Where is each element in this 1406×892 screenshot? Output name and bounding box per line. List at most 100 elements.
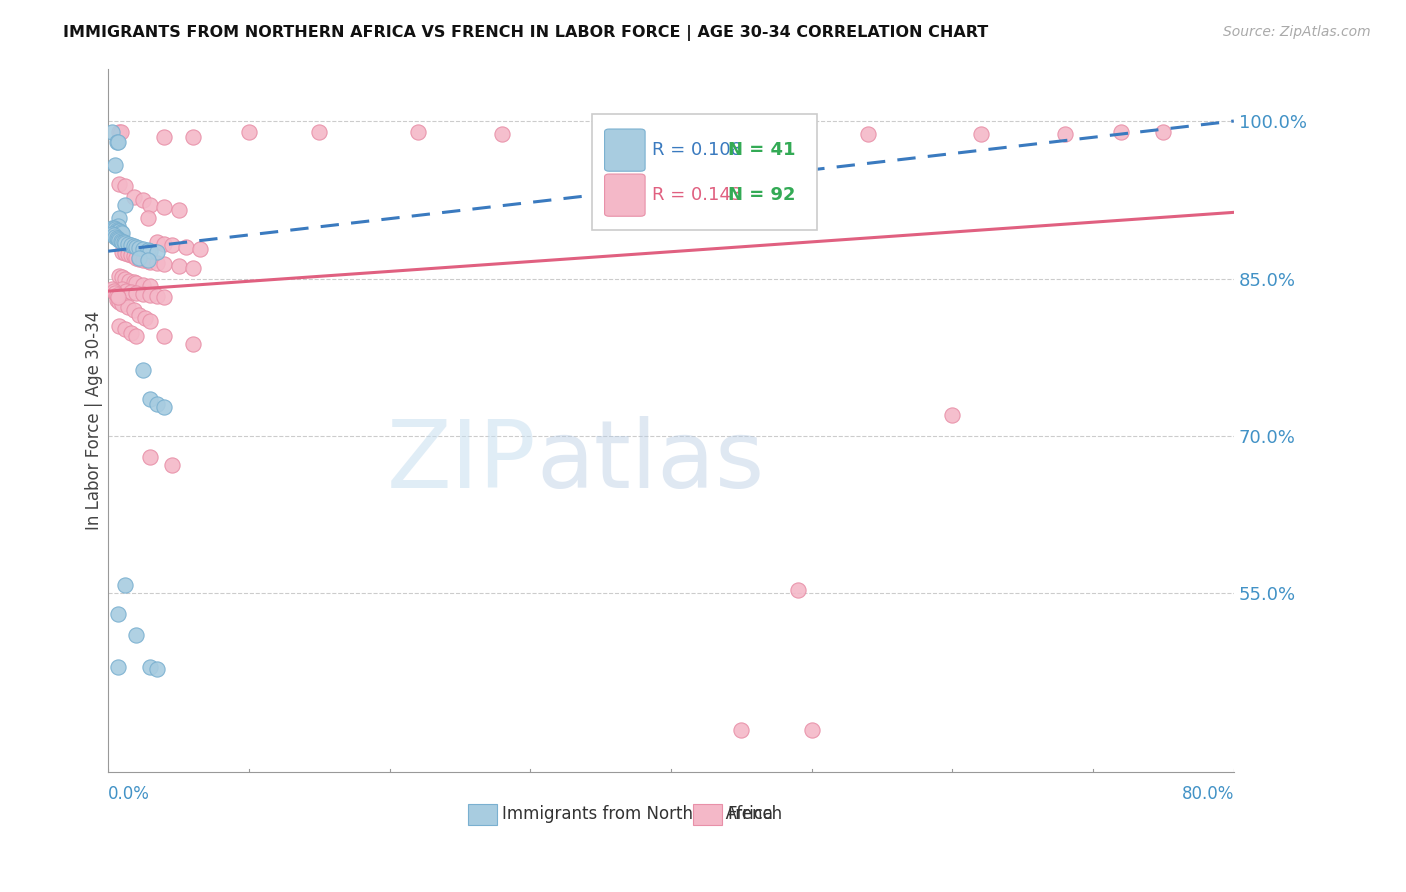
Point — [125, 251, 148, 265]
Text: French: French — [727, 805, 782, 823]
Point — [730, 723, 752, 737]
Point — [139, 392, 162, 407]
Point — [146, 397, 169, 411]
Point — [103, 284, 125, 298]
Point — [122, 239, 145, 253]
Point — [128, 308, 150, 322]
Point — [111, 270, 134, 285]
Point — [308, 124, 330, 138]
Text: Source: ZipAtlas.com: Source: ZipAtlas.com — [1223, 25, 1371, 39]
Point — [108, 211, 131, 225]
Text: N = 92: N = 92 — [728, 186, 796, 204]
Text: N = 41: N = 41 — [728, 141, 796, 159]
Point — [128, 241, 150, 255]
Point — [856, 127, 879, 141]
Point — [103, 228, 125, 243]
Point — [114, 235, 136, 250]
Point — [132, 287, 155, 301]
Point — [153, 329, 176, 343]
Point — [108, 124, 131, 138]
Point — [115, 284, 138, 298]
Point — [181, 129, 204, 144]
Point — [118, 274, 141, 288]
Point — [122, 189, 145, 203]
Point — [146, 662, 169, 676]
FancyBboxPatch shape — [605, 129, 645, 171]
Point — [111, 245, 134, 260]
Bar — [693, 804, 721, 825]
Point — [111, 235, 134, 249]
Point — [125, 286, 148, 301]
FancyBboxPatch shape — [605, 174, 645, 216]
Point — [120, 248, 142, 262]
Text: Immigrants from Northern Africa: Immigrants from Northern Africa — [502, 805, 773, 823]
Point — [104, 222, 127, 236]
Point — [120, 238, 142, 252]
Point — [114, 246, 136, 260]
Point — [108, 269, 131, 284]
Point — [122, 303, 145, 318]
Point — [800, 723, 823, 737]
Point — [181, 336, 204, 351]
Point — [104, 286, 127, 301]
Point — [111, 282, 134, 296]
Point — [136, 253, 159, 268]
Text: R = 0.108: R = 0.108 — [652, 141, 742, 159]
Point — [589, 127, 612, 141]
Point — [132, 277, 155, 292]
Point — [117, 300, 139, 314]
Point — [167, 203, 190, 218]
Point — [108, 233, 131, 247]
Point — [110, 234, 132, 248]
Point — [120, 326, 142, 340]
Point — [146, 289, 169, 303]
Text: atlas: atlas — [536, 417, 765, 508]
Point — [132, 252, 155, 267]
Point — [101, 227, 124, 242]
Point — [107, 231, 129, 245]
Point — [139, 313, 162, 327]
Point — [786, 583, 808, 598]
Point — [160, 458, 183, 473]
Point — [101, 221, 124, 235]
Point — [105, 293, 128, 307]
Point — [120, 285, 142, 300]
FancyBboxPatch shape — [592, 114, 817, 230]
Point — [105, 288, 128, 302]
Point — [181, 260, 204, 275]
Point — [107, 219, 129, 233]
Point — [110, 124, 132, 138]
Point — [1109, 124, 1132, 138]
Point — [108, 224, 131, 238]
Point — [153, 200, 176, 214]
Point — [153, 290, 176, 304]
Point — [132, 242, 155, 256]
Point — [406, 124, 429, 138]
Point — [117, 236, 139, 251]
Point — [108, 177, 131, 191]
Point — [125, 329, 148, 343]
Point — [108, 294, 131, 309]
Point — [122, 250, 145, 264]
Point — [139, 244, 162, 259]
Point — [111, 227, 134, 241]
Point — [139, 198, 162, 212]
Point — [153, 257, 176, 271]
Point — [128, 251, 150, 265]
Point — [139, 450, 162, 464]
Point — [107, 660, 129, 674]
Point — [491, 127, 513, 141]
Point — [132, 363, 155, 377]
Point — [128, 252, 150, 266]
Point — [146, 245, 169, 260]
Point — [125, 240, 148, 254]
Text: ZIP: ZIP — [387, 417, 536, 508]
Point — [1053, 127, 1076, 141]
Point — [107, 135, 129, 149]
Point — [153, 129, 176, 144]
Point — [238, 124, 260, 138]
Point — [122, 275, 145, 289]
Text: IMMIGRANTS FROM NORTHERN AFRICA VS FRENCH IN LABOR FORCE | AGE 30-34 CORRELATION: IMMIGRANTS FROM NORTHERN AFRICA VS FRENC… — [63, 25, 988, 41]
Point — [136, 211, 159, 225]
Point — [139, 660, 162, 674]
